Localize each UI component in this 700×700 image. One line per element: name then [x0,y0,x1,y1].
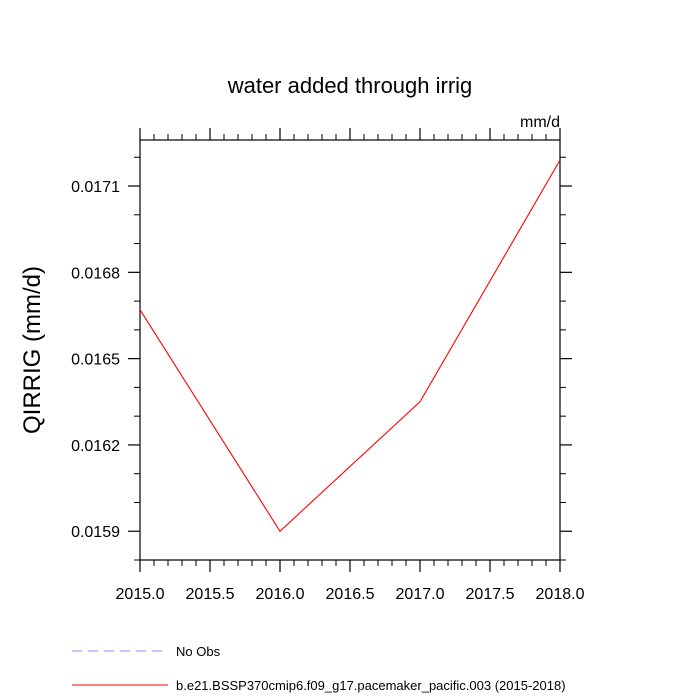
y-tick-label: 0.0159 [71,524,120,541]
x-tick-labels: 2015.0 2015.5 2016.0 2016.5 2017.0 2017.5 2018… [116,586,585,603]
x-tick-label: 2016.5 [326,586,375,603]
y-axis-label: QIRRIG (mm/d) [19,266,46,434]
y-tick-label: 0.0171 [71,179,120,196]
y-tick-label: 0.0168 [71,265,120,282]
y-tick-label: 0.0165 [71,352,120,369]
series-line [139,159,561,533]
legend: No Obs b.e21.BSSP370cmip6.f09_g17.pacemak… [72,644,566,693]
x-tick-label: 2015.0 [116,586,165,603]
y-tick-label: 0.0162 [71,438,120,455]
y-tick-labels: 0.0159 0.0162 0.0165 0.0168 0.0171 [71,179,120,541]
x-tick-label: 2018.0 [536,586,585,603]
legend-label: No Obs [176,644,221,659]
x-tick-label: 2015.5 [186,586,235,603]
x-tick-label: 2017.0 [396,586,445,603]
x-tick-label: 2017.5 [466,586,515,603]
x-tick-label: 2016.0 [256,586,305,603]
axis-ticks [128,128,572,572]
legend-label: b.e21.BSSP370cmip6.f09_g17.pacemaker_pac… [176,678,566,693]
units-label: mm/d [520,114,560,131]
series-lines [139,159,561,533]
plot-frame [139,139,561,561]
chart-title: water added through irrig [227,73,473,98]
